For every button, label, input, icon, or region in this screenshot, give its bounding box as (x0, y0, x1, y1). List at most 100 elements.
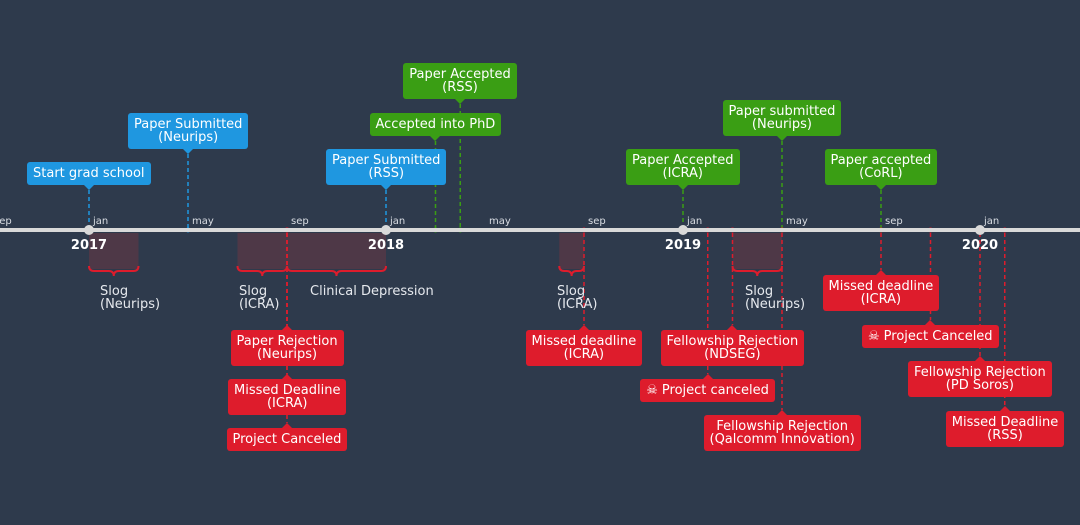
event-venue: (RSS) (442, 80, 478, 95)
event-paper-accepted-corl: Paper accepted (CoRL) (824, 149, 938, 190)
period-label-slog-icra-2018: Slog (ICRA) (557, 285, 597, 311)
event-project-canceled-2019: ☠ Project canceled (640, 374, 775, 402)
event-venue: (ICRA) (266, 396, 308, 411)
period-brace (236, 265, 288, 277)
month-tick (582, 228, 586, 232)
axis-ticks-group: sep jan may sep jan may sep jan may sep jan 2017 201… (0, 216, 999, 253)
period-title: Slog (557, 284, 586, 299)
event-paper-submitted-rss: Paper Submitted (RSS) (326, 149, 447, 190)
event-start-grad-school: Start grad school (27, 162, 151, 190)
month-tick-label: sep (0, 216, 12, 227)
event-venue: (NDSEG) (704, 347, 761, 362)
event-title: Missed deadline (828, 279, 934, 294)
year-tick (84, 225, 94, 235)
event-title: Project Canceled (232, 432, 342, 447)
event-venue: (RSS) (987, 428, 1023, 443)
period-venue: (ICRA) (239, 297, 280, 312)
event-venue: (Neurips) (256, 347, 318, 362)
period-shade (559, 233, 584, 269)
event-fellowship-rejection-qualcomm: Fellowship Rejection (Qalcomm Innovation… (703, 410, 861, 451)
event-title: Paper accepted (830, 153, 932, 168)
month-tick-label: sep (588, 216, 606, 227)
period-shade (237, 233, 287, 269)
period-title: Slog (100, 284, 129, 299)
event-project-canceled-2017: Project Canceled (226, 423, 348, 451)
period-label-slog-neurips-2019: Slog (Neurips) (745, 285, 805, 311)
period-title: Slog (239, 284, 268, 299)
month-tick-label: jan (92, 216, 108, 227)
year-label: 2018 (368, 238, 404, 253)
period-brace (88, 265, 140, 277)
event-title: Accepted into PhD (375, 117, 496, 132)
event-venue: (Neurips) (751, 117, 813, 132)
event-missed-deadline-icra-2019: Missed deadline (ICRA) (822, 270, 940, 311)
event-venue: (RSS) (368, 166, 405, 181)
period-label-clinical-depression: Clinical Depression (310, 285, 434, 298)
period-venue: (ICRA) (557, 297, 598, 312)
event-title: Project Canceled (883, 329, 993, 344)
period-brace (731, 265, 783, 277)
event-accepted-into-phd: Accepted into PhD (369, 113, 502, 141)
month-tick-label: may (786, 216, 808, 227)
year-label: 2020 (962, 238, 998, 253)
event-title: Paper submitted (728, 104, 836, 119)
event-title: Missed Deadline (234, 383, 341, 398)
period-shade (732, 233, 782, 269)
event-title: Paper Accepted (409, 67, 511, 82)
year-tick (381, 225, 391, 235)
year-label: 2019 (665, 238, 701, 253)
event-paper-accepted-rss: Paper Accepted (RSS) (403, 63, 517, 104)
period-brace (558, 265, 585, 277)
event-title: Start grad school (33, 166, 145, 181)
month-tick-label: jan (686, 216, 702, 227)
event-title: Paper Rejection (236, 334, 338, 349)
period-venue: (Neurips) (745, 297, 806, 312)
skull-icon: ☠ (868, 329, 880, 344)
event-missed-deadline-icra-2018: Missed deadline (ICRA) (525, 325, 643, 366)
event-title: Paper Submitted (134, 117, 243, 132)
month-tick-label: sep (291, 216, 309, 227)
event-missed-deadline-rss: Missed Deadline (RSS) (945, 406, 1065, 447)
period-title: Slog (745, 284, 774, 299)
month-tick-label: may (192, 216, 214, 227)
month-tick-label: may (489, 216, 511, 227)
event-title: Missed deadline (531, 334, 637, 349)
event-fellowship-rejection-ndseg: Fellowship Rejection (NDSEG) (660, 325, 805, 366)
event-title: Paper Accepted (632, 153, 734, 168)
event-title: Fellowship Rejection (914, 365, 1046, 380)
period-venue: (Neurips) (100, 297, 161, 312)
period-shade (89, 233, 139, 269)
month-tick-label: jan (983, 216, 999, 227)
event-venue: (ICRA) (662, 166, 703, 181)
event-venue: (ICRA) (563, 347, 605, 362)
event-title: Fellowship Rejection (666, 334, 799, 349)
year-tick (975, 225, 985, 235)
event-paper-submitted-neurips-2019: Paper submitted (Neurips) (722, 100, 842, 141)
event-paper-accepted-icra: Paper Accepted (ICRA) (626, 149, 740, 190)
month-tick-label: jan (389, 216, 405, 227)
event-paper-submitted-neurips: Paper Submitted (Neurips) (128, 113, 249, 154)
period-label-slog-neurips-2017: Slog (Neurips) (100, 285, 160, 311)
month-tick (285, 228, 289, 232)
event-project-canceled-2019b: ☠ Project Canceled (862, 320, 999, 348)
event-title: Paper Submitted (332, 153, 441, 168)
year-label: 2017 (71, 238, 107, 253)
period-shade (287, 233, 386, 269)
event-venue: (Qalcomm Innovation) (709, 432, 855, 447)
event-title: Fellowship Rejection (716, 419, 849, 434)
month-tick-label: sep (885, 216, 903, 227)
month-tick (186, 228, 190, 232)
month-tick (780, 228, 784, 232)
period-title: Clinical Depression (310, 284, 434, 299)
period-brace (286, 265, 387, 277)
event-missed-deadline-icra-2017: Missed Deadline (ICRA) (228, 374, 347, 415)
event-title: Project canceled (661, 383, 769, 398)
month-tick (483, 228, 487, 232)
event-venue: (CoRL) (859, 166, 903, 181)
period-label-slog-icra-2017: Slog (ICRA) (239, 285, 279, 311)
month-tick (879, 228, 883, 232)
event-venue: (PD Soros) (945, 378, 1014, 393)
event-venue: (ICRA) (860, 292, 902, 307)
